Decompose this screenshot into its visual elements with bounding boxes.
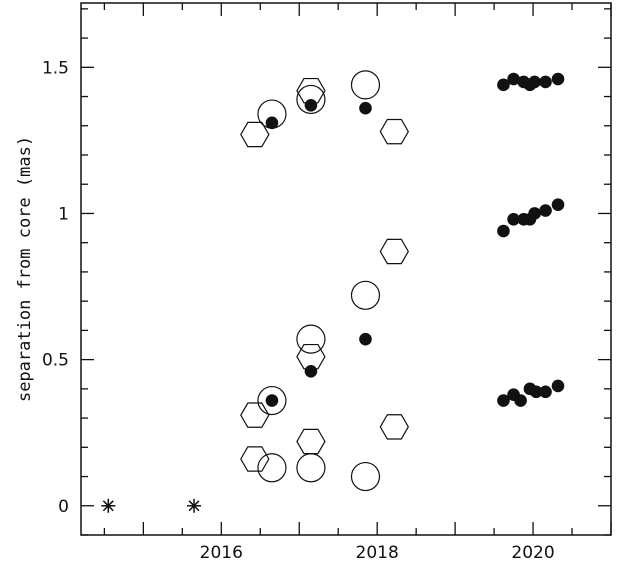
- data-point-filled-circle: [514, 394, 527, 407]
- y-tick-label: 1: [58, 204, 69, 224]
- data-point-open-circle: [296, 324, 326, 354]
- data-point-filled-circle: [539, 204, 552, 217]
- data-point-asterisk: [101, 498, 116, 513]
- data-point-filled-circle: [529, 385, 543, 399]
- data-point-open-circle: [350, 461, 381, 492]
- asterisk-stroke: [188, 500, 200, 512]
- data-point-filled-circle: [497, 224, 510, 238]
- data-point-filled-circle: [539, 75, 552, 89]
- data-point-open-hexagon: [240, 402, 270, 428]
- data-point-filled-circle: [265, 116, 279, 130]
- data-point-open-hexagon: [240, 446, 270, 472]
- x-tick-label: 2020: [511, 543, 554, 563]
- x-tick-label: 2016: [200, 543, 243, 563]
- asterisk-stroke: [102, 500, 114, 512]
- data-point-open-hexagon: [379, 238, 410, 265]
- data-point-filled-circle: [507, 213, 520, 226]
- data-point-filled-circle: [507, 72, 520, 86]
- data-point-open-circle: [296, 453, 326, 483]
- data-point-asterisk: [187, 498, 202, 513]
- data-point-filled-circle: [497, 394, 510, 407]
- y-tick-label: 1.5: [42, 58, 69, 78]
- data-marks: [101, 70, 565, 513]
- data-point-open-hexagon: [296, 428, 326, 455]
- data-point-filled-circle: [304, 365, 318, 378]
- data-point-open-hexagon: [379, 414, 410, 440]
- data-point-filled-circle: [304, 99, 318, 112]
- data-point-open-circle: [350, 70, 381, 100]
- y-tick-label: 0: [58, 497, 69, 517]
- data-point-open-hexagon: [379, 118, 410, 145]
- data-point-open-circle: [257, 453, 287, 483]
- data-point-filled-circle: [528, 75, 541, 89]
- data-point-filled-circle: [539, 385, 552, 399]
- data-point-filled-circle: [497, 78, 510, 92]
- data-point-open-circle: [350, 280, 381, 310]
- data-point-open-circle: [257, 385, 287, 416]
- data-point-filled-circle: [359, 332, 372, 346]
- y-axis-title: separation from core (mas): [15, 136, 35, 402]
- x-tick-label: 2018: [356, 543, 399, 563]
- data-point-open-circle: [296, 84, 326, 115]
- data-point-filled-circle: [265, 394, 279, 407]
- data-point-filled-circle: [551, 198, 565, 211]
- axis-ticks: [81, 3, 612, 536]
- data-point-filled-circle: [528, 207, 541, 220]
- data-point-open-hexagon: [296, 77, 326, 104]
- data-point-filled-circle: [551, 379, 565, 393]
- data-point-filled-circle: [551, 72, 565, 86]
- y-tick-label: 0.5: [42, 351, 69, 371]
- data-point-filled-circle: [359, 101, 372, 115]
- data-point-open-hexagon: [296, 343, 326, 370]
- data-point-open-hexagon: [240, 121, 270, 148]
- tick-labels: 2016 2018 2020 0 0.5 1 1.5: [42, 58, 555, 563]
- plot-frame: [80, 2, 612, 536]
